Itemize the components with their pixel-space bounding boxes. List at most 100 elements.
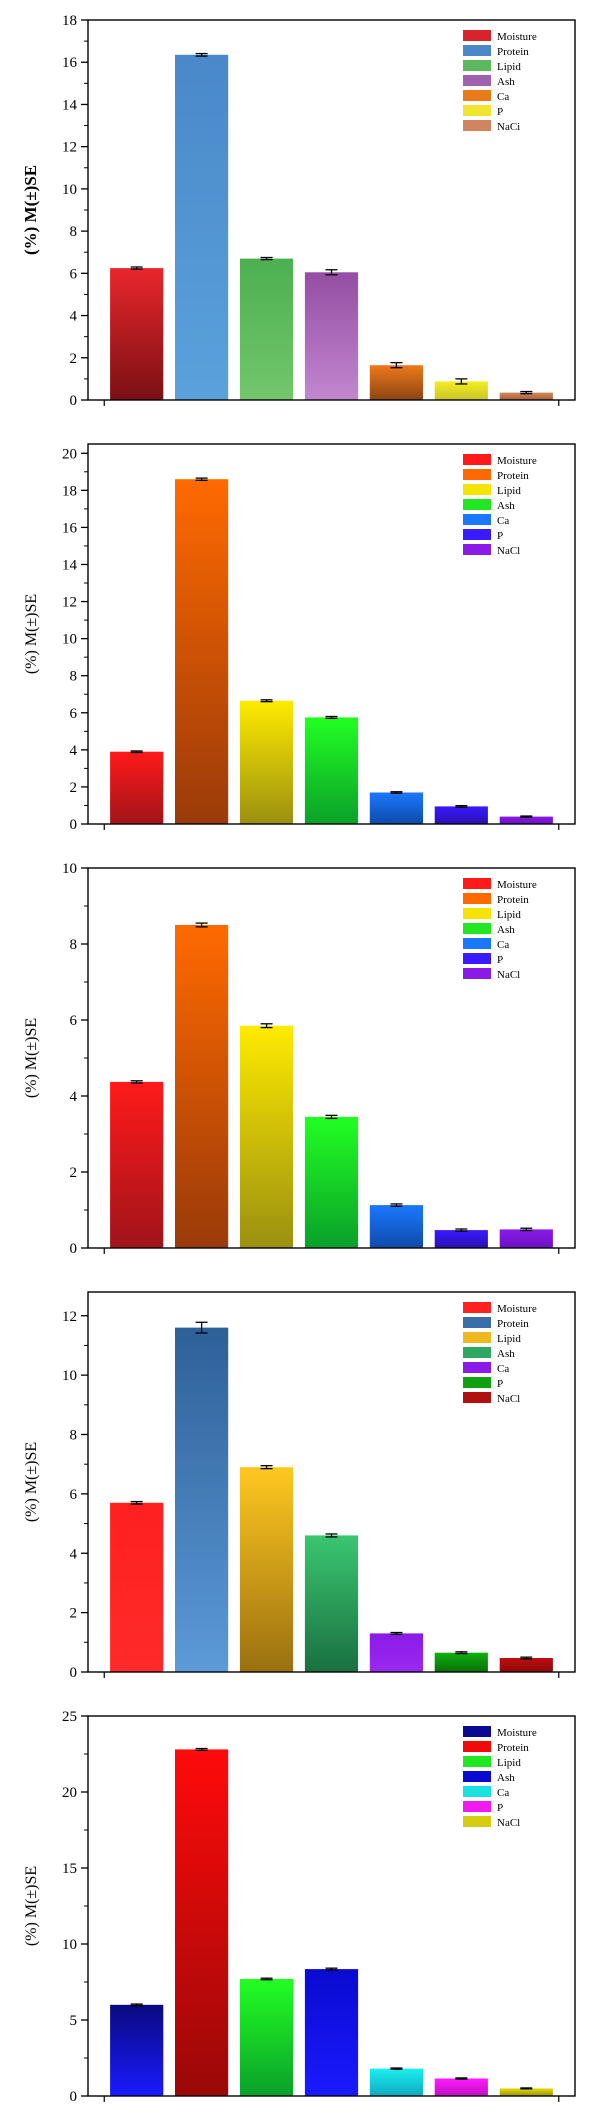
legend: Moisture Protein Lipid Ash Ca P NaCl [463,878,537,981]
bar-moisture [110,2004,164,2096]
y-axis-label: (%) M(±)SE [23,594,40,674]
bar-ash [304,1969,359,2096]
error-bar-protein [195,1321,208,1334]
error-bar-ash [325,715,338,719]
y-tick-label: 2 [70,351,78,367]
y-tick-label: 15 [62,1861,77,1877]
error-bar-protein [195,1747,208,1752]
error-bar-nacl [520,1656,533,1660]
legend-label-nacl: NaCl [497,545,520,557]
legend-label-protein: Protein [497,1318,529,1330]
y-tick-label: 0 [70,1665,78,1681]
bar-protein [175,1327,229,1672]
legend-label-nacl: NaCl [497,969,520,981]
legend-swatch [463,90,491,101]
legend-label-protein: Protein [497,46,529,58]
error-bar-moisture [130,1500,143,1505]
legend-swatch [463,1392,491,1403]
y-tick-label: 2 [70,780,78,796]
y-tick-label: 14 [62,97,78,113]
y-tick-label: 4 [70,1089,78,1105]
bar-ash [304,272,359,400]
error-bar-lipid [260,1977,273,1981]
legend-label-lipid: Lipid [497,1757,521,1769]
y-tick-label: 2 [70,1606,78,1622]
y-tick-label: 6 [70,1487,78,1503]
bar-chart-5: 0 5 10 15 20 25 (%) M(±)SE Moisture Protein Lipid… [23,1709,576,2105]
legend: Moisture Protein Lipid Ash Ca P NaCl [463,454,537,557]
error-bar-ca [390,1631,403,1635]
y-tick-label: 20 [62,1785,77,1801]
error-bar-lipid [260,699,273,703]
plot-frame [87,1291,576,1673]
y-tick-label: 8 [70,937,78,953]
legend-label-lipid: Lipid [497,485,521,497]
legend-swatch [463,60,491,71]
bar-chart-2: 0 2 4 6 8 10 12 14 16 18 20 (%) M(±)SE Moisture Prote… [23,443,576,833]
error-bar-ca [390,791,403,794]
bar-p [434,806,488,824]
legend: Moisture Protein Lipid Ash Ca P NaCl [463,1726,537,1829]
legend-swatch [463,893,491,904]
legend-swatch [463,454,491,465]
y-tick-label: 5 [70,2013,78,2029]
legend-swatch [463,514,491,525]
legend: Moisture Protein Lipid Ash Ca P NaCl [463,1302,537,1405]
error-bar-ash [325,1114,338,1120]
error-bar-protein [195,52,208,57]
y-tick-label: 18 [62,483,77,499]
legend-swatch [463,968,491,979]
y-tick-label: 12 [62,1309,77,1325]
y-axis-label: (%) M(±)SE [23,1018,40,1098]
error-bar-lipid [260,1023,273,1029]
bar-lipid [239,1467,294,1672]
error-bar-p [455,1228,468,1232]
legend: Moisture Protein Lipid Ash Ca P NaCi [463,30,537,133]
legend-label-moisture: Moisture [497,455,537,467]
error-bar-protein [195,922,208,928]
y-tick-label: 0 [70,1241,78,1257]
bar-nacl [499,816,553,824]
bar-moisture [110,751,164,824]
error-bar-p [455,804,468,808]
plot-frame [87,443,576,825]
legend-swatch [463,45,491,56]
bar-ca [369,1633,423,1672]
error-bar-ash [325,1533,338,1538]
y-tick-label: 16 [62,55,78,71]
legend-swatch [463,908,491,919]
legend-label-moisture: Moisture [497,1727,537,1739]
y-tick-label: 10 [62,1937,77,1953]
legend-label-lipid: Lipid [497,61,521,73]
legend-swatch [463,938,491,949]
bar-ash [304,1116,359,1248]
y-tick-label: 6 [70,266,78,282]
y-tick-label: 10 [62,632,77,648]
legend-label-p: P [497,530,503,542]
y-tick-label: 10 [62,861,77,877]
error-bar-p [455,1651,468,1655]
legend-label-lipid: Lipid [497,1333,521,1345]
bar-nacl [499,2088,553,2096]
legend-swatch [463,1332,491,1343]
y-tick-label: 0 [70,817,78,833]
bar-p [434,1230,488,1248]
y-tick-label: 12 [62,140,77,156]
legend-label-ca: Ca [497,515,509,527]
legend-label-lipid: Lipid [497,909,521,921]
bar-p [434,1652,488,1672]
legend-swatch [463,484,491,495]
error-bar-nacl [520,1227,533,1232]
y-tick-label: 8 [70,1428,78,1444]
error-bar-moisture [130,266,143,270]
legend-label-moisture: Moisture [497,31,537,43]
y-axis-label: (%) M(±)SE [23,1442,40,1522]
legend-swatch [463,1801,491,1812]
y-tick-label: 6 [70,1013,78,1029]
legend-label-p: P [497,1802,503,1814]
y-tick-label: 8 [70,224,78,240]
y-tick-label: 0 [70,2089,78,2105]
error-bar-p [455,2077,468,2080]
error-bar-lipid [260,256,273,261]
bar-moisture [110,268,164,400]
